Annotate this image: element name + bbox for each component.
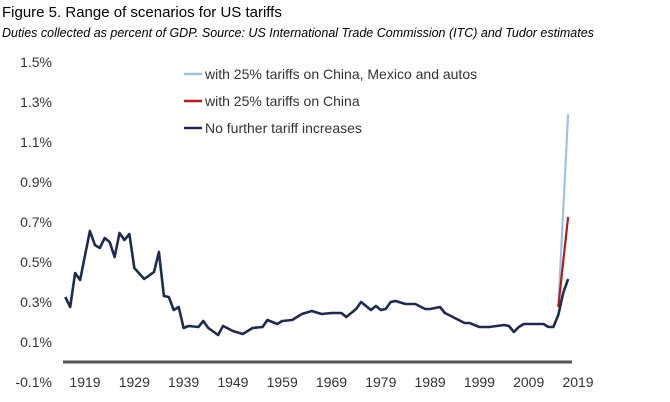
series-line-2 [64, 229, 570, 337]
y-tick-label: 0.9% [20, 174, 52, 190]
y-tick-label: 1.5% [20, 54, 52, 70]
legend-label: with 25% tariffs on China, Mexico and au… [204, 66, 477, 82]
x-tick-label: 2019 [562, 374, 593, 390]
x-tick-label: 1939 [168, 374, 199, 390]
x-tick-label: 1969 [316, 374, 347, 390]
series-line-0 [557, 113, 570, 308]
legend: with 25% tariffs on China, Mexico and au… [184, 66, 477, 136]
y-axis-ticks: 1.5% 1.3% 1.1% 0.9% 0.7% 0.5% 0.3% 0.1% -0.1% [15, 54, 52, 390]
y-tick-label: 1.3% [20, 94, 52, 110]
x-tick-label: 1919 [69, 374, 100, 390]
series-lines [64, 113, 570, 337]
legend-item: with 25% tariffs on China [184, 93, 360, 109]
x-tick-label: 2009 [513, 374, 544, 390]
x-tick-label: 1959 [267, 374, 298, 390]
x-tick-label: 1999 [464, 374, 495, 390]
x-tick-label: 1929 [119, 374, 150, 390]
y-tick-label: 0.7% [20, 214, 52, 230]
y-tick-label: 0.5% [20, 254, 52, 270]
chart-title: Figure 5. Range of scenarios for US tari… [2, 4, 282, 21]
x-tick-label: 1989 [415, 374, 446, 390]
legend-item: with 25% tariffs on China, Mexico and au… [184, 66, 477, 82]
series-line-1 [557, 216, 570, 308]
y-tick-label: -0.1% [15, 374, 52, 390]
y-tick-label: 1.1% [20, 134, 52, 150]
legend-label: with 25% tariffs on China [204, 93, 360, 109]
chart-subtitle: Duties collected as percent of GDP. Sour… [2, 26, 594, 40]
legend-label: No further tariff increases [205, 120, 362, 136]
x-tick-label: 1979 [365, 374, 396, 390]
y-tick-label: 0.1% [20, 334, 52, 350]
x-tick-label: 1949 [217, 374, 248, 390]
x-axis-ticks: 1919 1929 1939 1949 1959 1969 1979 1989 1999 2009… [69, 374, 593, 390]
legend-item: No further tariff increases [184, 120, 362, 136]
y-tick-label: 0.3% [20, 294, 52, 310]
